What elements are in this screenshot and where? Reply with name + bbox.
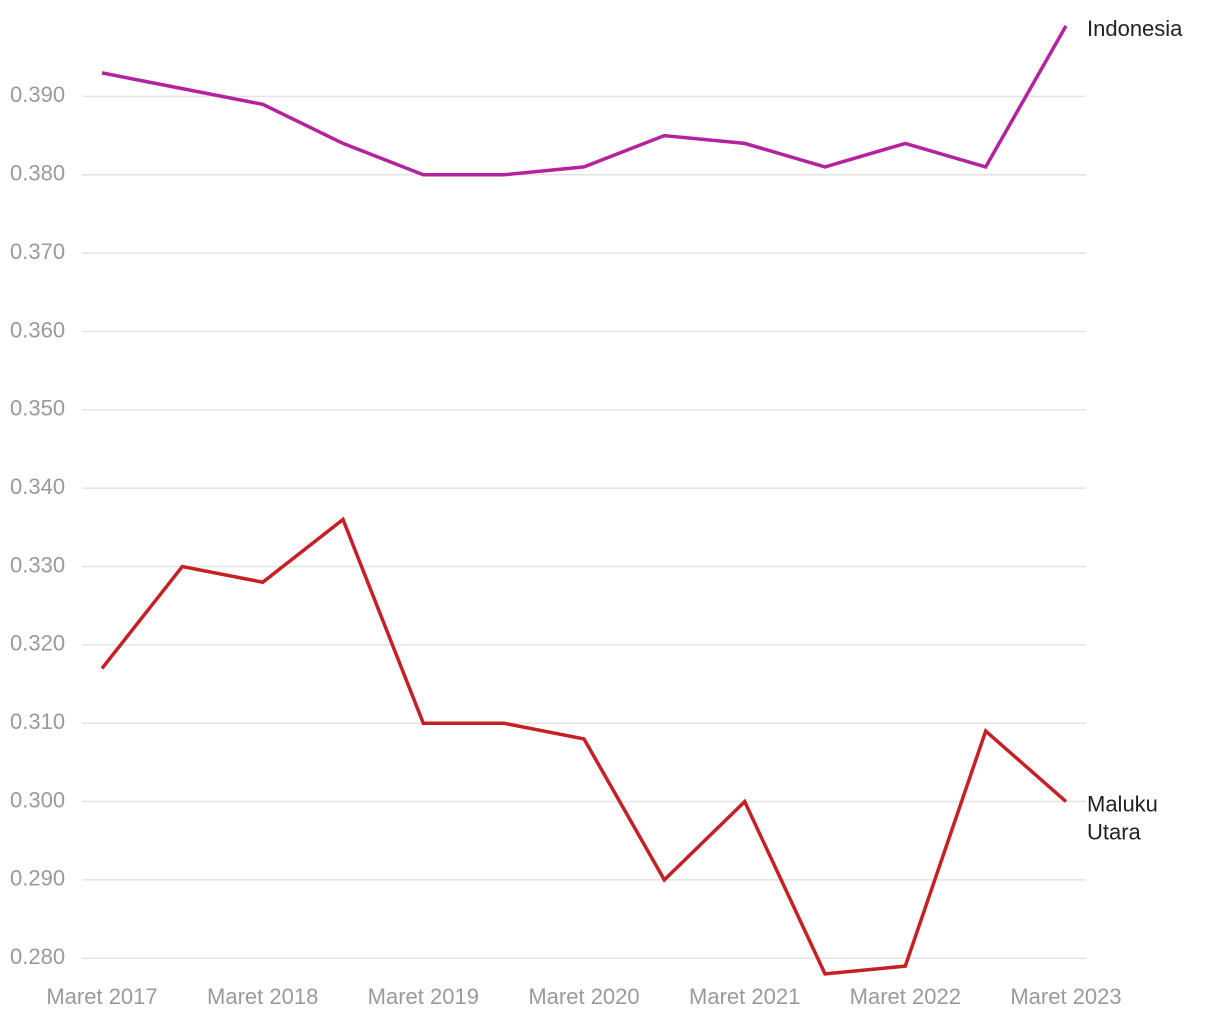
series-label-line: Indonesia <box>1087 16 1183 41</box>
x-tick-label: Maret 2017 <box>46 984 157 1009</box>
y-tick-label: 0.360 <box>10 317 65 342</box>
x-axis-ticks: Maret 2017 Maret 2018 Maret 2019 Maret 2020… <box>46 984 1121 1009</box>
x-tick-label: Maret 2019 <box>368 984 479 1009</box>
y-tick-label: 0.300 <box>10 787 65 812</box>
y-tick-label: 0.340 <box>10 474 65 499</box>
y-tick-label: 0.280 <box>10 944 65 969</box>
x-tick-label: Maret 2018 <box>207 984 318 1009</box>
y-tick-label: 0.330 <box>10 552 65 577</box>
series-label-indonesia: Indonesia <box>1087 16 1183 41</box>
x-tick-label: Maret 2021 <box>689 984 800 1009</box>
y-tick-label: 0.350 <box>10 396 65 421</box>
y-tick-label: 0.390 <box>10 82 65 107</box>
series-labels: Indonesia Maluku Utara <box>1087 16 1183 845</box>
x-tick-label: Maret 2023 <box>1010 984 1121 1009</box>
y-tick-label: 0.320 <box>10 631 65 656</box>
series-line-indonesia <box>101 25 1068 177</box>
x-tick-label: Maret 2020 <box>528 984 639 1009</box>
y-tick-label: 0.370 <box>10 239 65 264</box>
gridlines <box>82 95 1086 959</box>
series-lines <box>100 25 1068 976</box>
x-tick-label: Maret 2022 <box>850 984 961 1009</box>
y-tick-label: 0.290 <box>10 866 65 891</box>
series-label-line: Utara <box>1087 819 1142 844</box>
y-tick-label: 0.380 <box>10 161 65 186</box>
series-label-maluku-utara: Maluku Utara <box>1087 791 1158 844</box>
y-tick-label: 0.310 <box>10 709 65 734</box>
series-label-line: Maluku <box>1087 791 1158 816</box>
series-line-maluku-utara <box>100 516 1068 976</box>
y-axis-ticks: 0.280 0.290 0.300 0.310 0.320 0.330 0.340 0.350… <box>10 82 65 969</box>
